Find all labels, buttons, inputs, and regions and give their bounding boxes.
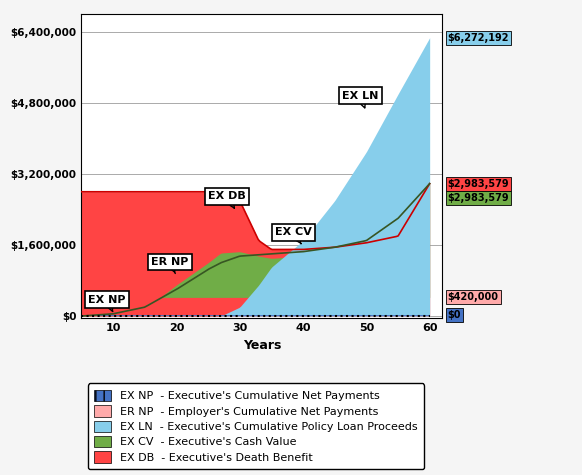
Legend: EX NP  - Executive's Cumulative Net Payments, ER NP  - Employer's Cumulative Net: EX NP - Executive's Cumulative Net Payme… [88,383,424,469]
Text: EX NP: EX NP [88,294,126,312]
Text: EX CV: EX CV [275,227,312,244]
Text: $6,272,192: $6,272,192 [448,33,509,43]
X-axis label: Years: Years [243,339,281,352]
Text: $0: $0 [448,310,461,320]
Text: $2,983,579: $2,983,579 [448,193,509,203]
Text: $2,983,579: $2,983,579 [448,179,509,189]
Text: $420,000: $420,000 [448,293,499,303]
Text: EX LN: EX LN [342,91,378,108]
Text: ER NP: ER NP [151,257,189,274]
Text: EX DB: EX DB [208,191,246,208]
